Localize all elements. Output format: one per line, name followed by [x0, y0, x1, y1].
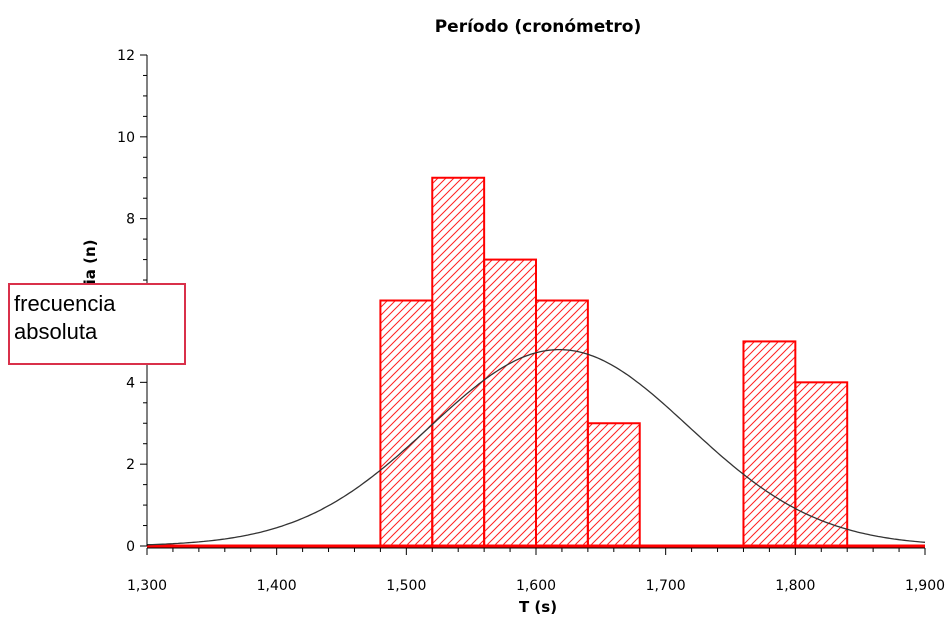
x-tick-label: 1,600: [516, 578, 556, 594]
x-tick-label: 1,300: [127, 578, 167, 594]
y-tick-label: 2: [126, 457, 135, 473]
histogram-bar-1: [431, 176, 486, 547]
histogram-bar-2: [483, 258, 537, 547]
y-tick-label: 4: [126, 375, 135, 391]
y-tick-label: 8: [126, 212, 135, 228]
x-tick-label: 1,500: [386, 578, 426, 594]
y-tick-label: 12: [117, 48, 135, 64]
y-tick-label: 10: [117, 130, 135, 146]
bars-layer: [147, 176, 925, 548]
histogram-bar-0: [379, 299, 434, 547]
x-tick-label: 1,800: [775, 578, 815, 594]
histogram-bar-5: [742, 340, 797, 547]
annotation-box: frecuencia absoluta: [8, 283, 186, 365]
histogram-bar-3: [535, 299, 589, 547]
x-tick-label: 1,900: [905, 578, 945, 594]
histogram-bar-4: [586, 422, 641, 547]
chart-title: Período (cronómetro): [435, 17, 642, 37]
normal-curve: [147, 348, 926, 546]
y-tick-label: 0: [126, 539, 135, 555]
curve-layer: [147, 348, 926, 546]
histogram-bar-6: [794, 381, 849, 548]
x-tick-label: 1,400: [257, 578, 297, 594]
x-tick-label: 1,700: [646, 578, 686, 594]
x-axis-title: T (s): [519, 598, 557, 616]
